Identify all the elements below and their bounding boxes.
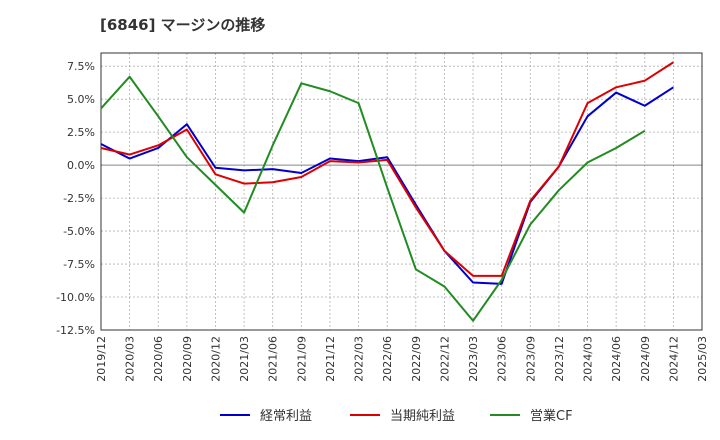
y-tick-label: -7.5% bbox=[63, 258, 95, 271]
x-tick-label: 2019/12 bbox=[95, 336, 108, 382]
y-tick-label: 5.0% bbox=[67, 93, 95, 106]
y-tick-label: 0.0% bbox=[67, 159, 95, 172]
series-line-3 bbox=[100, 75, 646, 322]
legend-label: 当期純利益 bbox=[390, 409, 455, 424]
x-tick-label: 2022/06 bbox=[381, 336, 394, 382]
plot-area bbox=[101, 53, 702, 330]
x-tick-label: 2024/12 bbox=[667, 336, 680, 382]
y-tick-label: 7.5% bbox=[67, 60, 95, 73]
x-tick-label: 2021/03 bbox=[238, 336, 251, 382]
x-tick-label: 2024/09 bbox=[639, 336, 652, 382]
x-tick-label: 2024/06 bbox=[610, 336, 623, 382]
y-tick-label: -2.5% bbox=[63, 192, 95, 205]
x-tick-label: 2021/06 bbox=[267, 336, 280, 382]
x-tick-label: 2021/12 bbox=[324, 336, 337, 382]
plot-frame bbox=[100, 52, 703, 331]
x-tick-label: 2020/06 bbox=[152, 336, 165, 382]
y-tick-label: -5.0% bbox=[63, 225, 95, 238]
y-tick-label: 2.5% bbox=[67, 126, 95, 139]
x-tick-label: 2022/12 bbox=[438, 336, 451, 382]
x-tick-label: 2022/09 bbox=[410, 336, 423, 382]
x-tick-label: 2023/09 bbox=[524, 336, 537, 382]
chart-title: [6846] マージンの推移 bbox=[100, 16, 266, 34]
x-tick-label: 2020/03 bbox=[124, 336, 137, 382]
x-tick-label: 2023/12 bbox=[553, 336, 566, 382]
legend-label: 営業CF bbox=[530, 408, 573, 424]
series-line-2 bbox=[100, 61, 674, 277]
x-tick-label: 2024/03 bbox=[582, 336, 595, 382]
x-tick-label: 2023/03 bbox=[467, 336, 480, 382]
x-tick-label: 2021/09 bbox=[295, 336, 308, 382]
y-tick-label: -10.0% bbox=[56, 291, 95, 304]
x-tick-label: 2020/09 bbox=[181, 336, 194, 382]
x-tick-label: 2023/06 bbox=[496, 336, 509, 382]
x-tick-label: 2022/03 bbox=[353, 336, 366, 382]
y-tick-label: -12.5% bbox=[56, 324, 95, 337]
x-tick-label: 2025/03 bbox=[696, 336, 709, 382]
legend-label: 経常利益 bbox=[260, 409, 312, 424]
series-line-1 bbox=[100, 86, 674, 285]
x-tick-label: 2020/12 bbox=[209, 336, 222, 382]
